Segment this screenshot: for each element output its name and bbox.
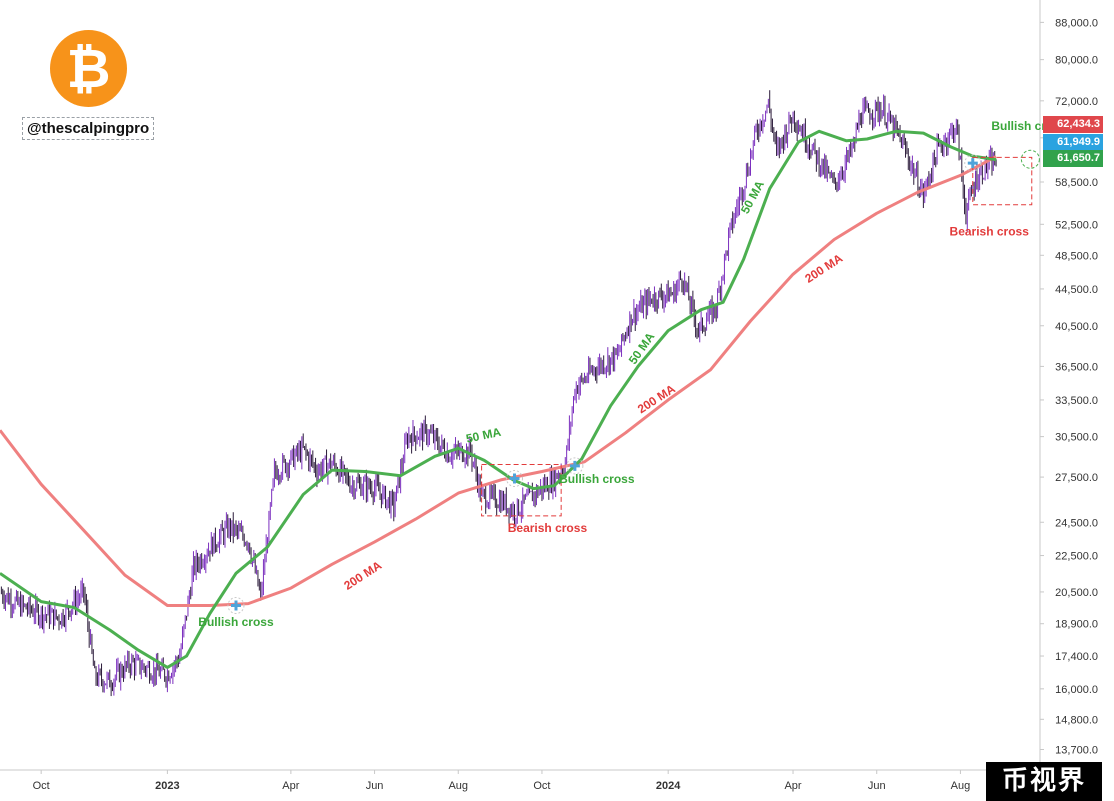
handle-label: @thescalpingpro — [22, 117, 155, 140]
ma200-line — [0, 155, 997, 607]
y-tick-label: 58,500.0 — [1055, 177, 1098, 189]
y-tick-label: 22,500.0 — [1055, 551, 1098, 563]
y-tick-label: 30,500.0 — [1055, 432, 1098, 444]
bearish-cross-marker — [967, 158, 978, 169]
y-tick-label: 24,500.0 — [1055, 517, 1098, 529]
y-tick-label: 33,500.0 — [1055, 395, 1098, 407]
y-tick-label: 27,500.0 — [1055, 472, 1098, 484]
y-tick-label: 16,000.0 — [1055, 684, 1098, 696]
y-tick-label: 17,400.0 — [1055, 651, 1098, 663]
x-tick-label: Oct — [533, 780, 550, 792]
y-tick-label: 52,500.0 — [1055, 219, 1098, 231]
bearish-cross-marker — [509, 473, 520, 484]
bearish-cross-box — [481, 464, 562, 517]
y-tick-label: 48,500.0 — [1055, 250, 1098, 262]
price-tag-200ma: 62,434.3 — [1043, 116, 1103, 133]
watermark-logo: 币视界 — [986, 762, 1102, 801]
annotation-label: Bearish cross — [508, 521, 588, 535]
x-tick-label: Jun — [868, 780, 886, 792]
y-tick-label: 72,000.0 — [1055, 96, 1098, 108]
x-tick-label: Oct — [33, 780, 50, 792]
bullish-cross-marker — [566, 457, 584, 475]
y-tick-label: 13,700.0 — [1055, 744, 1098, 756]
price-tag-price: 61,650.7 — [1043, 150, 1103, 167]
y-tick-label: 44,500.0 — [1055, 284, 1098, 296]
bullish-cross-marker — [227, 597, 245, 615]
annotation-label: 200 MA — [341, 558, 384, 593]
y-tick-label: 20,500.0 — [1055, 587, 1098, 599]
y-tick-label: 80,000.0 — [1055, 55, 1098, 67]
bullish-cross-marker — [569, 460, 580, 471]
x-tick-label: Apr — [784, 780, 801, 792]
x-tick-label: Apr — [282, 780, 299, 792]
x-tick-label: Aug — [951, 780, 971, 792]
y-tick-label: 40,500.0 — [1055, 321, 1098, 333]
y-tick-label: 18,900.0 — [1055, 619, 1098, 631]
x-tick-label: 2023 — [155, 780, 179, 792]
bullish-cross-marker — [230, 600, 241, 611]
recent-cross-box — [972, 156, 1033, 206]
y-tick-label: 36,500.0 — [1055, 361, 1098, 373]
annotation-label: 200 MA — [802, 251, 845, 286]
annotation-label: Bearish cross — [950, 225, 1030, 239]
ma50-line — [0, 129, 997, 669]
annotation-label: Bullish cross — [198, 615, 274, 629]
bearish-cross-marker — [964, 154, 982, 172]
y-tick-label: 14,800.0 — [1055, 714, 1098, 726]
annotation-label: 50 MA — [465, 425, 503, 446]
projected-cross-circle — [1020, 149, 1040, 169]
y-tick-label: 88,000.0 — [1055, 17, 1098, 29]
x-tick-label: 2024 — [656, 780, 681, 792]
bitcoin-icon: ₿ — [50, 30, 127, 107]
annotation-label: Bullish cross — [559, 472, 635, 486]
x-tick-label: Jun — [366, 780, 384, 792]
bearish-cross-marker — [506, 470, 524, 488]
price-tag-50ma: 61,949.9 — [1043, 134, 1103, 151]
x-tick-label: Aug — [448, 780, 468, 792]
